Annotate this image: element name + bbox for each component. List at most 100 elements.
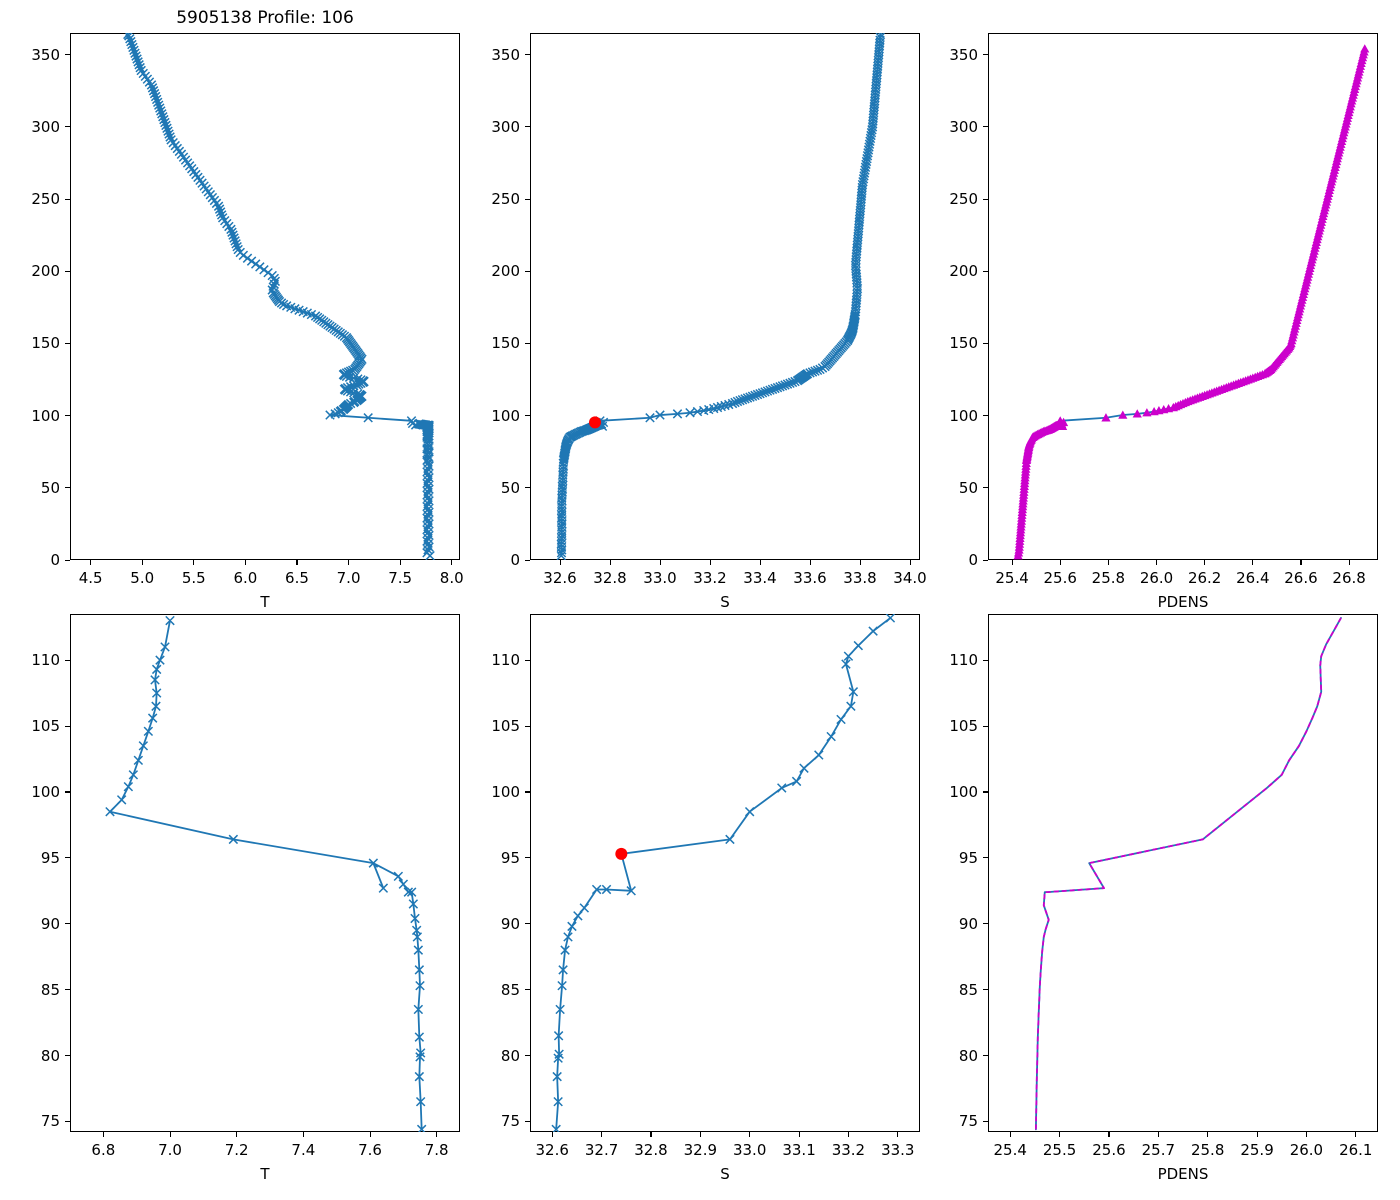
- xtick-mark: [1157, 1132, 1159, 1137]
- series-markers-PDENS: [1013, 44, 1370, 560]
- ytick-mark: [65, 725, 70, 727]
- ytick-mark: [983, 989, 988, 991]
- figure-title: 5905138 Profile: 106: [176, 8, 354, 28]
- xtick-mark: [1204, 560, 1206, 565]
- xtick-label: 8.0: [439, 569, 464, 587]
- plot-panel-top-salinity: [530, 33, 920, 560]
- xaxis-label-bottom-salinity: S: [720, 1165, 730, 1183]
- ytick-mark: [525, 659, 530, 661]
- xtick-label: 32.6: [543, 569, 577, 587]
- ytick-mark: [525, 198, 530, 200]
- ytick-label: 110: [949, 651, 978, 670]
- xtick-mark: [1305, 1132, 1307, 1137]
- xtick-label: 25.6: [1092, 1141, 1126, 1159]
- ytick-mark: [525, 342, 530, 345]
- ytick-label: 100: [491, 782, 520, 801]
- ytick-label: 95: [40, 848, 60, 867]
- ytick-label: 250: [491, 190, 520, 209]
- xtick-label: 25.8: [1190, 1141, 1225, 1159]
- plot-area-bottom-salinity: [551, 614, 896, 1132]
- ytick-mark: [983, 270, 988, 272]
- xtick-mark: [559, 560, 561, 565]
- xtick-mark: [1348, 560, 1350, 565]
- plot-panel-top-density: [988, 33, 1378, 560]
- xtick-mark: [1300, 560, 1302, 565]
- series-markers-T: [105, 615, 427, 1132]
- ytick-mark: [525, 1120, 530, 1123]
- xtick-mark: [348, 560, 350, 565]
- xtick-label: 7.8: [424, 1141, 449, 1159]
- ytick-label: 200: [491, 262, 520, 281]
- xtick-label: 5.5: [181, 569, 206, 587]
- xtick-mark: [909, 560, 911, 565]
- ytick-label: 85: [500, 980, 520, 999]
- ytick-mark: [65, 54, 70, 56]
- xtick-mark: [1252, 560, 1254, 565]
- ytick-mark: [983, 1055, 988, 1057]
- ytick-mark: [983, 487, 988, 489]
- xtick-mark: [1108, 1132, 1110, 1137]
- ytick-mark: [525, 487, 530, 489]
- plot-panel-top-temperature: [70, 33, 460, 560]
- ytick-mark: [983, 857, 988, 859]
- series-line-S: [560, 33, 882, 557]
- xtick-label: 25.4: [995, 569, 1029, 587]
- xtick-label: 25.6: [1043, 569, 1077, 587]
- xtick-mark: [436, 1132, 438, 1137]
- plot-area-top-temperature: [123, 33, 435, 560]
- xtick-label: 32.8: [634, 1141, 668, 1159]
- xtick-mark: [551, 1132, 553, 1137]
- axes-frame-top-density: [988, 33, 1378, 560]
- xtick-label: 33.0: [732, 1141, 767, 1159]
- ytick-label: 350: [491, 45, 520, 64]
- ytick-label: 110: [31, 651, 60, 670]
- xtick-label: 6.8: [91, 1141, 116, 1159]
- ytick-label: 250: [949, 190, 978, 209]
- xtick-mark: [1107, 560, 1109, 565]
- ytick-label: 100: [31, 782, 60, 801]
- series-line-S: [555, 617, 892, 1131]
- ytick-label: 100: [491, 406, 520, 425]
- ytick-mark: [525, 1055, 530, 1057]
- xaxis-label-bottom-density: PDENS: [1157, 1165, 1209, 1183]
- xtick-mark: [102, 1132, 104, 1137]
- xtick-label: 33.3: [881, 1141, 915, 1159]
- ytick-label: 50: [40, 478, 60, 497]
- xtick-label: 25.4: [993, 1141, 1027, 1159]
- xtick-mark: [897, 1132, 899, 1137]
- series-markers-S: [551, 614, 896, 1132]
- series-markers-S: [556, 33, 886, 560]
- ytick-label: 75: [500, 1112, 520, 1131]
- ytick-label: 90: [958, 914, 978, 933]
- ytick-label: 300: [31, 117, 60, 136]
- xtick-mark: [296, 560, 298, 565]
- xtick-mark: [399, 560, 401, 565]
- ytick-mark: [983, 791, 988, 793]
- xtick-label: 33.2: [831, 1141, 866, 1159]
- xtick-mark: [90, 560, 92, 565]
- xtick-mark: [1156, 560, 1158, 565]
- ytick-label: 100: [949, 406, 978, 425]
- xtick-label: 4.5: [78, 569, 103, 587]
- xtick-label: 34.0: [893, 569, 927, 587]
- xtick-label: 26.0: [1139, 569, 1174, 587]
- ytick-mark: [65, 659, 70, 661]
- xtick-mark: [236, 1132, 238, 1137]
- xtick-mark: [847, 1132, 849, 1137]
- xaxis-label-top-temperature: T: [260, 593, 270, 611]
- ytick-mark: [65, 415, 70, 417]
- ytick-mark: [525, 126, 530, 128]
- xtick-label: 7.4: [291, 1141, 316, 1159]
- xtick-label: 5.0: [130, 569, 155, 587]
- xtick-mark: [859, 560, 861, 565]
- xaxis-label-top-salinity: S: [720, 593, 730, 611]
- ytick-mark: [65, 989, 70, 991]
- xtick-mark: [609, 560, 611, 565]
- xtick-label: 26.8: [1332, 569, 1366, 587]
- ytick-mark: [65, 857, 70, 859]
- xtick-mark: [141, 560, 143, 565]
- ytick-label: 300: [949, 117, 978, 136]
- ytick-mark: [65, 923, 70, 925]
- ytick-mark: [65, 126, 70, 128]
- xtick-label: 25.8: [1091, 569, 1126, 587]
